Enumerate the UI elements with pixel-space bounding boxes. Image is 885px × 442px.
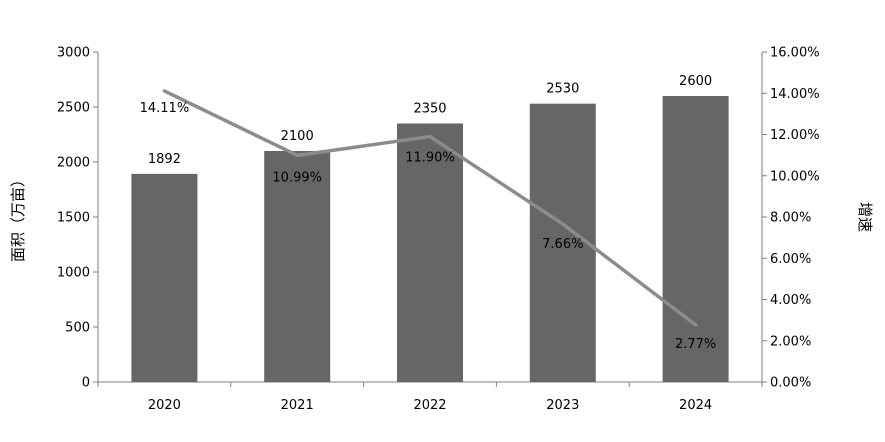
- y-right-tick-label: 8.00%: [770, 211, 811, 226]
- y-right-tick-label: 6.00%: [770, 252, 811, 267]
- y-left-tick-label: 2000: [57, 156, 90, 171]
- x-tick-label: 2023: [546, 398, 579, 413]
- y-right-tick-label: 12.00%: [770, 128, 820, 143]
- y-left-tick-label: 1500: [57, 211, 90, 226]
- bar: [131, 173, 198, 382]
- y-left-tick-label: 0: [82, 376, 90, 391]
- bar: [264, 151, 331, 382]
- growth-point: [428, 135, 432, 139]
- axes: 0 500 1000 1500 2000 2500 3000 0.00% 2.00% 4.00% 6…: [57, 46, 820, 414]
- y-left-tick-label: 3000: [57, 46, 90, 61]
- bar: [397, 123, 463, 382]
- bar-value-label: 2350: [413, 102, 446, 117]
- y-left-tick-label: 1000: [57, 266, 90, 281]
- x-tick-label: 2020: [148, 398, 181, 413]
- growth-value-label: 11.90%: [405, 151, 455, 166]
- bar-value-label: 2100: [281, 129, 314, 144]
- growth-value-label: 14.11%: [140, 101, 190, 116]
- growth-point: [162, 89, 166, 93]
- growth-value-label: 10.99%: [272, 170, 322, 185]
- y-right-tick-label: 4.00%: [770, 293, 811, 308]
- y-right-tick-label: 10.00%: [770, 169, 820, 184]
- bar: [662, 96, 729, 382]
- bar-value-label: 2600: [679, 74, 712, 89]
- bars: [131, 96, 729, 382]
- growth-point: [561, 222, 565, 226]
- y-right-tick-label: 14.00%: [770, 87, 820, 102]
- data-labels: 1892 2100 2350 2530 2600 14.11% 10.99% 11.90% 7.…: [140, 74, 717, 352]
- growth-point: [295, 153, 299, 157]
- bar-value-label: 1892: [148, 152, 181, 167]
- y-axis-right-title: 增速: [856, 202, 874, 232]
- y-right-tick-label: 2.00%: [770, 334, 811, 349]
- y-left-tick-label: 2500: [57, 101, 90, 116]
- y-right-tick-label: 16.00%: [770, 46, 820, 61]
- x-tick-label: 2021: [281, 398, 314, 413]
- x-tick-label: 2022: [413, 398, 446, 413]
- bar-value-label: 2530: [546, 82, 579, 97]
- growth-value-label: 7.66%: [542, 237, 583, 252]
- x-tick-label: 2024: [679, 398, 712, 413]
- growth-value-label: 2.77%: [675, 337, 716, 352]
- growth-line: [162, 89, 698, 327]
- y-right-tick-label: 0.00%: [770, 376, 811, 391]
- y-left-tick-label: 500: [65, 321, 90, 336]
- growth-point: [694, 323, 698, 327]
- y-axis-left-title: 面积（万亩）: [9, 172, 27, 262]
